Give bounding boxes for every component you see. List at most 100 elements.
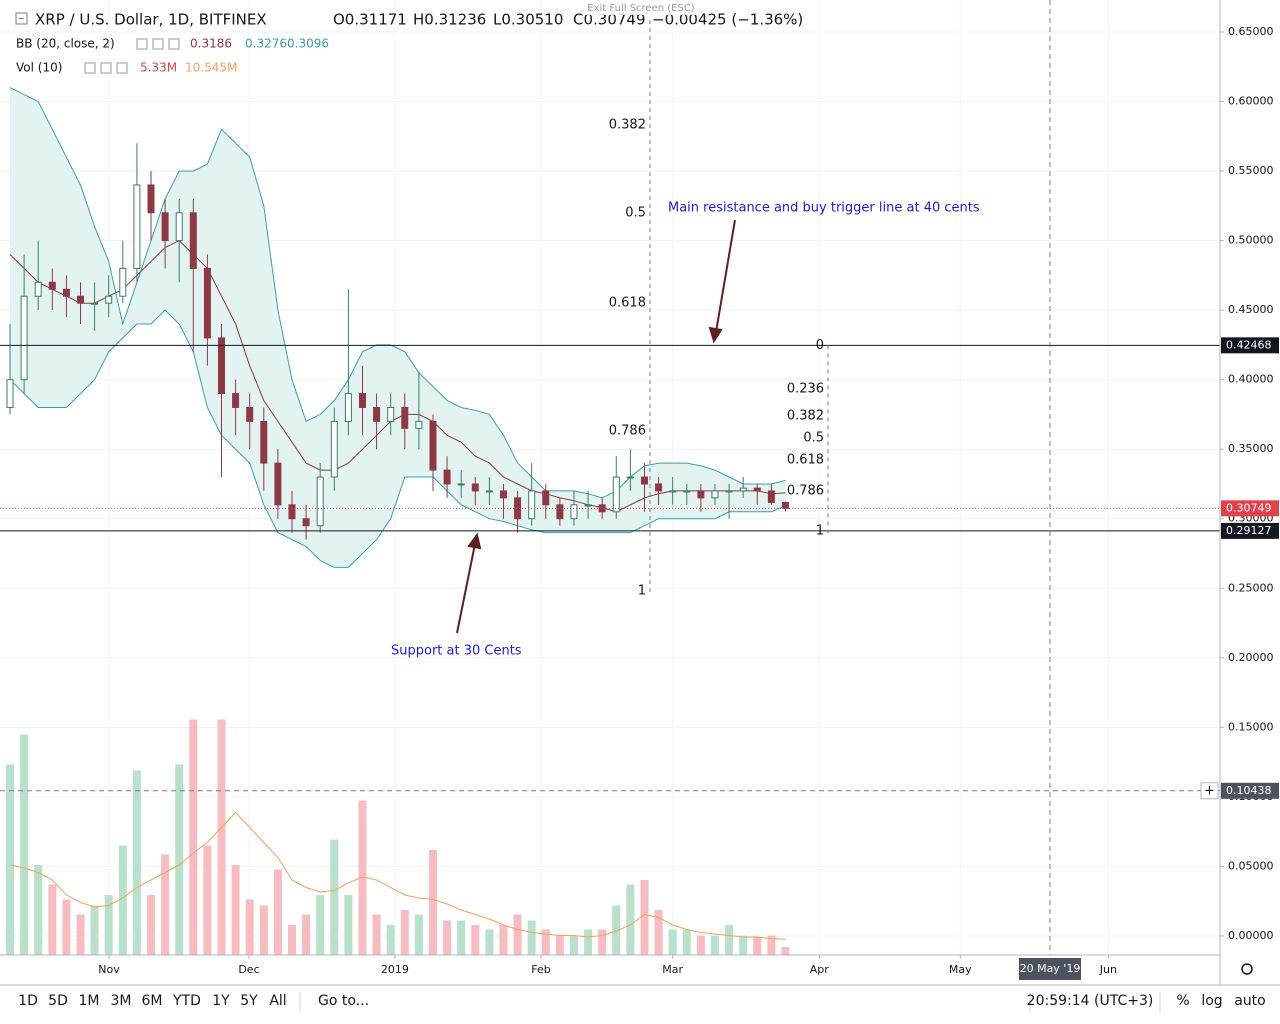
auto-toggle[interactable]: auto xyxy=(1234,993,1266,1009)
y-tick-label: 0.35000 xyxy=(1228,442,1274,455)
candle-body xyxy=(499,490,507,499)
annotation: Main resistance and buy trigger line at … xyxy=(668,201,980,216)
candle-body xyxy=(147,184,155,214)
band-middle xyxy=(9,239,786,513)
candle-body xyxy=(753,487,761,492)
volume-bar xyxy=(344,895,353,955)
arrow xyxy=(715,219,736,333)
volume-bar xyxy=(76,914,85,955)
ohlc-high: H0.31236 xyxy=(413,11,486,29)
volume-bar xyxy=(414,914,423,955)
candle-body xyxy=(781,501,789,509)
candle-body xyxy=(119,267,127,297)
volume-bar xyxy=(34,865,43,955)
crosshair-plus: + xyxy=(1204,783,1215,798)
volume-bar xyxy=(316,895,325,955)
vol-icons[interactable] xyxy=(84,62,128,74)
candle-body xyxy=(161,212,169,242)
bb-name: BB (20, close, 2) xyxy=(16,37,115,51)
fib-label: 1 xyxy=(638,583,646,598)
range-button[interactable]: 1Y xyxy=(212,993,230,1009)
candle-body xyxy=(20,295,28,381)
volume-bar xyxy=(358,800,367,955)
symbol-title: XRP / U.S. Dollar, 1D, BITFINEX xyxy=(35,11,267,29)
plot: 0.382 0.5 0.618 0.786 1 0 0.236 0.382 0.5 0.618 0.… xyxy=(0,0,1220,955)
candle-body xyxy=(6,379,14,408)
crosshair-date: 20 May '19 xyxy=(1020,962,1081,975)
volume-bar xyxy=(62,899,71,955)
range-button[interactable]: All xyxy=(269,993,286,1009)
candle-body xyxy=(457,483,465,486)
volume-bar xyxy=(626,884,635,955)
fib-label: 0.5 xyxy=(625,206,646,221)
volume-bar xyxy=(739,935,748,955)
volume-bar xyxy=(781,947,790,955)
candle-body xyxy=(203,267,211,339)
volume-bar xyxy=(386,925,395,955)
clock: 20:59:14 (UTC+3) xyxy=(1027,993,1154,1009)
y-tick-label: 0.65000 xyxy=(1228,25,1274,38)
candle-body xyxy=(711,490,719,499)
crosshair-date-box xyxy=(1018,958,1081,980)
volume-bar xyxy=(161,854,170,955)
volume-bar xyxy=(584,929,593,955)
volume-bar xyxy=(189,719,198,955)
volume-bar xyxy=(513,914,522,955)
arrow-head xyxy=(467,532,482,550)
volume-bar xyxy=(259,905,268,955)
annotation: Support at 30 Cents xyxy=(391,644,522,659)
candle-body xyxy=(528,490,536,520)
candle-body xyxy=(246,406,254,422)
volume-bar xyxy=(555,935,564,955)
fib-label: 0.382 xyxy=(609,118,646,133)
log-toggle[interactable]: log xyxy=(1201,993,1222,1009)
range-button[interactable]: 1D xyxy=(18,993,38,1009)
percent-toggle[interactable]: % xyxy=(1176,993,1189,1009)
tooltip-box xyxy=(582,1,700,15)
price-label-box xyxy=(1221,337,1279,354)
volume-bar xyxy=(767,935,776,955)
candle-body xyxy=(640,476,648,485)
range-button[interactable]: 5D xyxy=(48,993,68,1009)
bb-icons[interactable] xyxy=(136,38,180,50)
candle-body xyxy=(62,288,70,297)
y-tick-label: 0.55000 xyxy=(1228,164,1274,177)
candle-body xyxy=(697,490,705,499)
range-button[interactable]: 1M xyxy=(79,993,100,1009)
volume-bar xyxy=(20,734,29,955)
ohlc-open: O0.31171 xyxy=(333,11,407,29)
range-button[interactable]: 3M xyxy=(111,993,132,1009)
candle-body xyxy=(232,393,240,408)
range-button[interactable]: 6M xyxy=(142,993,163,1009)
candle-body xyxy=(542,490,550,506)
volume-bar xyxy=(725,925,734,955)
volume-bar xyxy=(132,770,141,955)
goto[interactable]: Go to... xyxy=(318,993,369,1009)
volume-bar xyxy=(569,935,578,955)
range-button[interactable]: 5Y xyxy=(240,993,258,1009)
candle-body xyxy=(91,302,99,305)
fib-label: 0.618 xyxy=(609,296,646,311)
volume-bar xyxy=(640,880,649,955)
candle-body xyxy=(598,504,606,513)
band-fill xyxy=(10,87,786,568)
collapse-icon[interactable] xyxy=(15,12,28,25)
volume-bar xyxy=(541,929,550,955)
candle-body xyxy=(288,504,296,520)
arrow xyxy=(456,543,476,634)
settings-icon[interactable] xyxy=(1241,963,1253,975)
volume-bar xyxy=(372,914,381,955)
ohlc-low: L0.30510 xyxy=(493,11,563,29)
candle-body xyxy=(570,504,578,520)
vol-ma-value: 10.545M xyxy=(185,61,237,75)
candle-body xyxy=(626,476,634,479)
candle-body xyxy=(683,490,691,493)
volume-bar xyxy=(217,719,226,955)
tooltip: Exit Full Screen (ESC) xyxy=(587,3,695,14)
candle-body xyxy=(189,212,197,269)
band-upper xyxy=(9,87,786,499)
candle-body xyxy=(415,420,423,429)
range-button[interactable]: YTD xyxy=(172,993,201,1009)
candle-body xyxy=(373,406,381,422)
